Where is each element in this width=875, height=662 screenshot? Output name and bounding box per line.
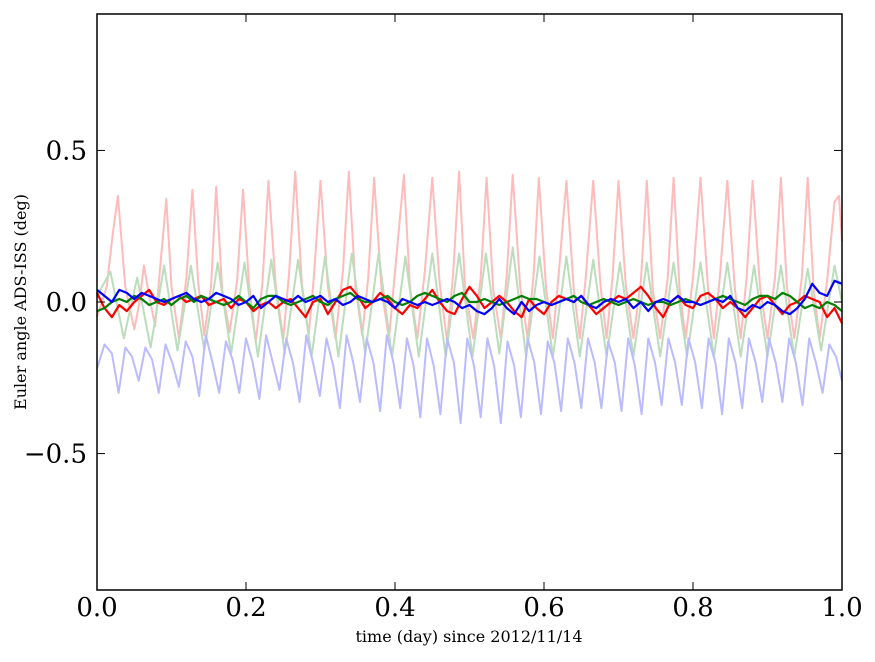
y-tick-label: −0.5 (24, 440, 87, 470)
y-tick-label: 0.5 (46, 136, 87, 166)
series-line-1 (96, 170, 843, 343)
y-axis-label: Euler angle ADS-ISS (deg) (11, 194, 30, 410)
x-tick-label: 0.4 (374, 593, 415, 623)
ticks-layer: 0.0 0.2 0.4 0.6 0.8 1.0 −0.5 0.0 0.5 (24, 14, 863, 623)
series-line-3 (96, 334, 843, 425)
series-layer (96, 170, 843, 425)
series-line-4 (96, 285, 843, 324)
x-tick-label: 0.6 (523, 593, 564, 623)
x-tick-label: 0.0 (76, 593, 117, 623)
x-tick-label: 1.0 (821, 593, 862, 623)
x-tick-label: 0.8 (672, 593, 713, 623)
y-tick-label: 0.0 (46, 288, 87, 318)
series-line-6 (96, 279, 843, 316)
x-tick-label: 0.2 (225, 593, 266, 623)
x-axis-label: time (day) since 2012/11/14 (355, 627, 582, 646)
series-line-5 (96, 291, 843, 313)
